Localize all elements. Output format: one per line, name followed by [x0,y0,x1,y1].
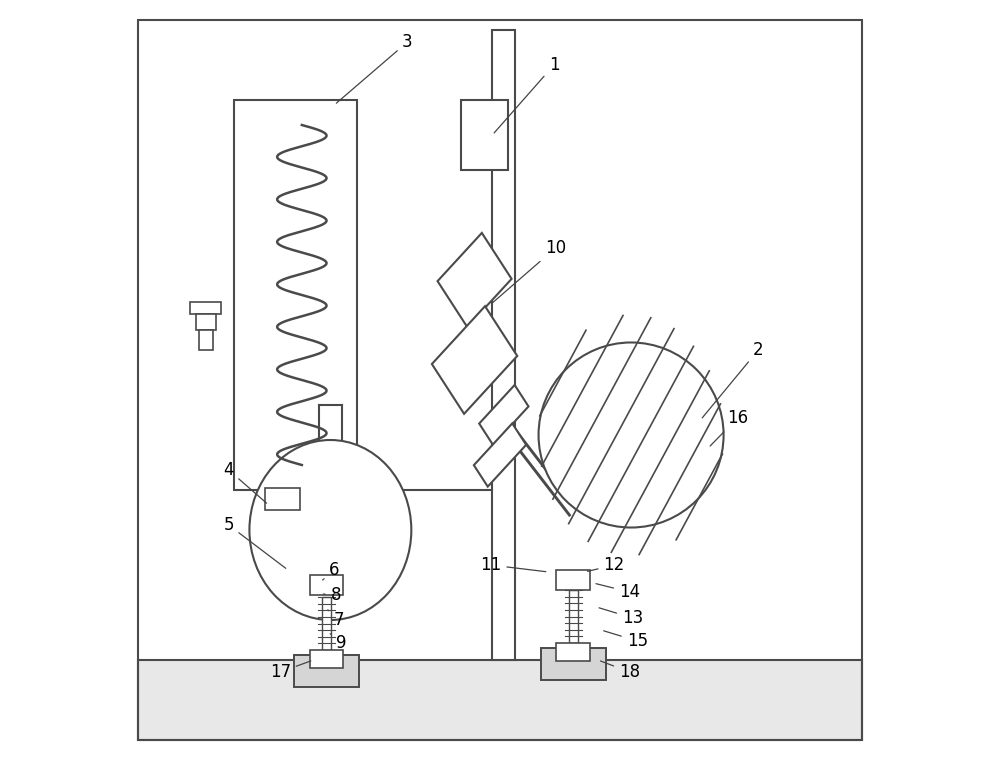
Text: 7: 7 [328,610,344,629]
Polygon shape [432,306,517,414]
Bar [234,100,357,490]
Bar [199,330,213,350]
Text: 9: 9 [330,634,346,652]
Text: 2: 2 [702,341,764,418]
Ellipse shape [249,440,411,620]
Text: 18: 18 [601,661,640,681]
Bar [492,30,515,660]
Text: 6: 6 [323,561,339,580]
Polygon shape [479,385,529,445]
Text: 11: 11 [480,556,546,574]
Text: 17: 17 [270,661,311,681]
Text: 15: 15 [604,631,648,650]
Bar [556,570,590,590]
Bar [461,100,508,170]
Text: 4: 4 [223,461,267,503]
Bar [310,575,343,595]
Text: 16: 16 [710,409,748,446]
Bar [569,590,578,643]
Text: 13: 13 [599,608,643,627]
Bar [322,597,331,650]
Bar [265,488,300,510]
Bar [541,648,606,680]
Text: 3: 3 [336,33,413,103]
Bar [294,655,359,687]
Bar [138,660,862,740]
Bar [190,302,221,314]
Bar [556,643,590,661]
Polygon shape [438,233,512,327]
Bar [310,650,343,668]
Circle shape [539,342,724,527]
Bar [196,314,216,330]
Text: 1: 1 [494,56,559,133]
Text: 10: 10 [492,239,566,303]
Text: 12: 12 [588,556,625,574]
Text: 14: 14 [596,583,640,601]
Text: 8: 8 [323,586,341,604]
Polygon shape [474,423,526,487]
Text: 5: 5 [223,516,286,568]
